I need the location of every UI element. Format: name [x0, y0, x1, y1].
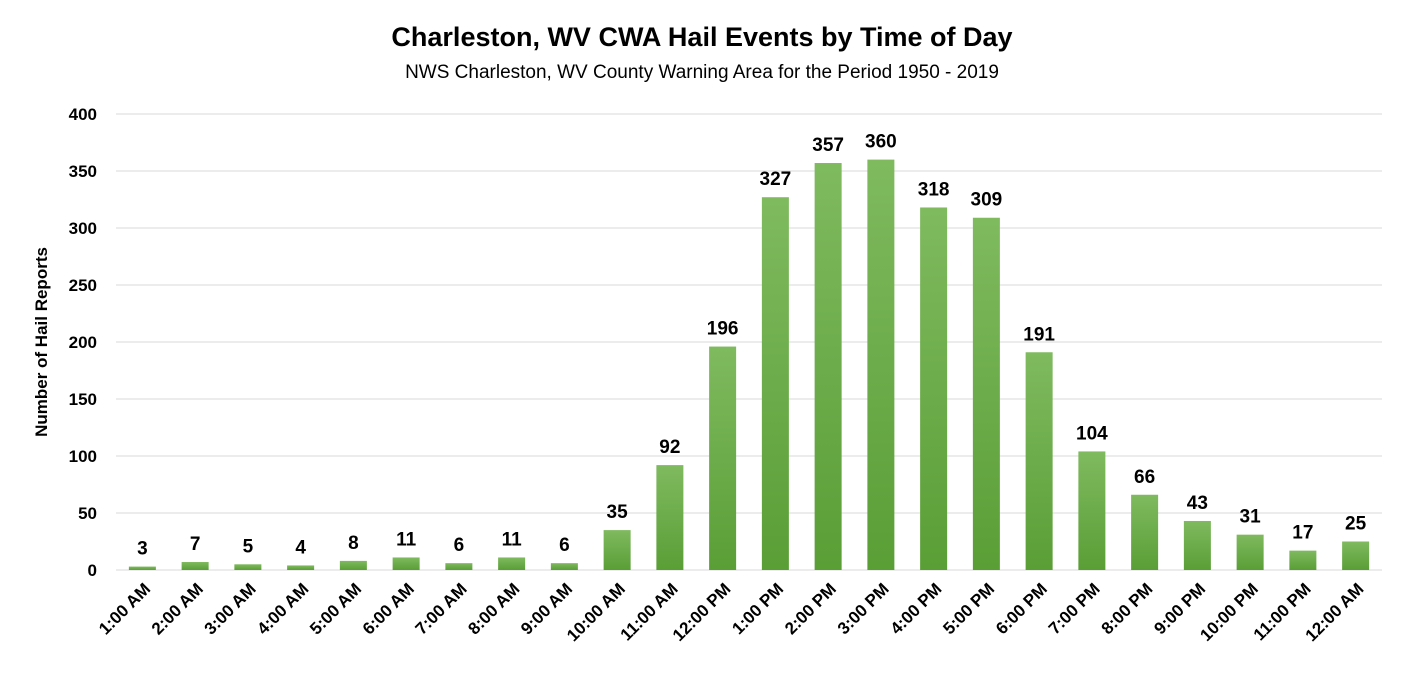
y-axis-ticks: 0 50 100 150 200 250 300 350 400	[69, 105, 97, 580]
x-tick-label: 3:00 AM	[201, 579, 260, 638]
x-tick-label: 5:00 PM	[939, 579, 998, 638]
data-label: 8	[348, 533, 359, 554]
chart-title: Charleston, WV CWA Hail Events by Time o…	[391, 22, 1013, 52]
bar	[814, 163, 842, 570]
x-tick-label: 12:00 AM	[1302, 579, 1368, 645]
x-tick-label: 6:00 AM	[359, 579, 418, 638]
data-label: 196	[707, 319, 739, 340]
y-tick-label: 300	[69, 219, 97, 238]
x-tick-label: 4:00 AM	[253, 579, 312, 638]
bar	[709, 346, 737, 570]
data-label: 25	[1345, 514, 1367, 535]
bar	[1236, 534, 1264, 570]
x-tick-label: 2:00 PM	[781, 579, 840, 638]
bar	[1025, 352, 1053, 570]
bar	[550, 563, 578, 570]
y-tick-label: 150	[69, 390, 97, 409]
bar	[761, 197, 789, 570]
bar	[867, 159, 895, 570]
data-label: 4	[295, 537, 306, 558]
bar	[498, 557, 526, 570]
bar	[1131, 494, 1159, 570]
x-tick-label: 2:00 AM	[148, 579, 207, 638]
bar	[920, 207, 948, 571]
data-label: 35	[607, 502, 629, 523]
bar	[339, 560, 367, 570]
bars	[128, 159, 1370, 571]
data-label: 309	[971, 190, 1003, 211]
bar	[234, 564, 262, 570]
bar	[1183, 520, 1211, 570]
data-label: 5	[243, 536, 254, 557]
data-label: 6	[454, 535, 465, 556]
data-label: 6	[559, 535, 570, 556]
bar	[1078, 451, 1106, 570]
x-tick-label: 8:00 PM	[1098, 579, 1157, 638]
x-tick-label: 10:00 AM	[563, 579, 629, 645]
x-tick-label: 10:00 PM	[1196, 579, 1262, 645]
data-labels: 3 7 5 4 8 11 6 11 6 35 92 196 327 357 360 318 309 191 104 6…	[137, 132, 1367, 560]
bar	[445, 563, 473, 570]
data-label: 17	[1292, 523, 1313, 544]
bar	[656, 465, 684, 570]
data-label: 357	[812, 135, 844, 156]
x-tick-label: 6:00 PM	[992, 579, 1051, 638]
bar	[972, 217, 1000, 571]
data-label: 327	[760, 169, 792, 190]
x-tick-label: 7:00 AM	[412, 579, 471, 638]
x-axis-ticks: 1:00 AM2:00 AM3:00 AM4:00 AM5:00 AM6:00 …	[95, 579, 1367, 645]
bar	[287, 565, 315, 570]
bar	[392, 557, 420, 570]
x-tick-label: 3:00 PM	[834, 579, 893, 638]
x-tick-label: 12:00 PM	[669, 579, 735, 645]
data-label: 360	[865, 132, 897, 153]
data-label: 3	[137, 539, 148, 560]
x-tick-label: 1:00 PM	[728, 579, 787, 638]
y-tick-label: 250	[69, 276, 97, 295]
y-tick-label: 350	[69, 162, 97, 181]
bar	[603, 530, 631, 570]
y-tick-label: 200	[69, 333, 97, 352]
data-label: 318	[918, 179, 950, 200]
y-tick-label: 100	[69, 447, 97, 466]
x-tick-label: 8:00 AM	[464, 579, 523, 638]
y-axis-label: Number of Hail Reports	[32, 247, 51, 437]
x-tick-label: 5:00 AM	[306, 579, 365, 638]
x-tick-label: 7:00 PM	[1045, 579, 1104, 638]
data-label: 191	[1023, 324, 1055, 345]
bar	[1289, 550, 1317, 570]
data-label: 43	[1187, 493, 1208, 514]
y-tick-label: 50	[78, 504, 97, 523]
bar	[181, 562, 209, 570]
y-tick-label: 0	[88, 561, 97, 580]
data-label: 11	[502, 529, 523, 550]
data-label: 11	[396, 529, 417, 550]
x-tick-label: 1:00 AM	[95, 579, 154, 638]
gridlines	[116, 113, 1382, 571]
data-label: 104	[1076, 423, 1108, 444]
y-tick-label: 400	[69, 105, 97, 124]
chart-subtitle: NWS Charleston, WV County Warning Area f…	[405, 62, 999, 83]
x-tick-label: 4:00 PM	[887, 579, 946, 638]
data-label: 31	[1240, 507, 1262, 528]
data-label: 66	[1134, 467, 1155, 488]
data-label: 92	[659, 437, 680, 458]
data-label: 7	[190, 534, 201, 555]
bar	[128, 566, 156, 570]
bar	[1342, 541, 1370, 570]
